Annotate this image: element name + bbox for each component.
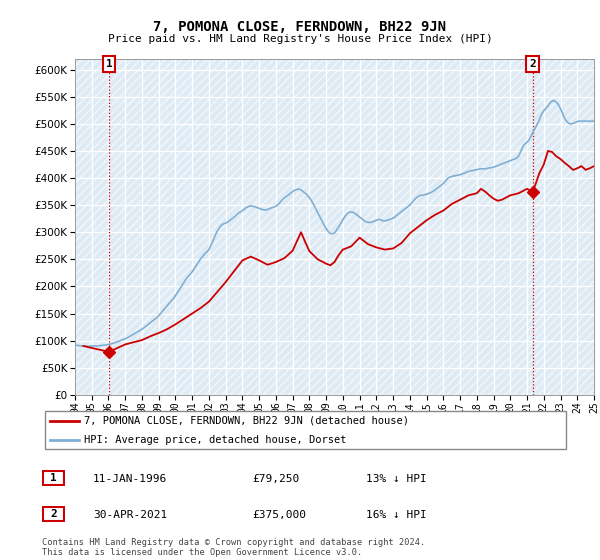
Text: 1: 1 [50,473,57,483]
Text: 7, POMONA CLOSE, FERNDOWN, BH22 9JN (detached house): 7, POMONA CLOSE, FERNDOWN, BH22 9JN (det… [84,416,409,426]
Text: 13% ↓ HPI: 13% ↓ HPI [366,474,427,484]
Text: 2: 2 [529,59,536,69]
FancyBboxPatch shape [44,411,566,449]
Text: 11-JAN-1996: 11-JAN-1996 [93,474,167,484]
Text: £79,250: £79,250 [252,474,299,484]
FancyBboxPatch shape [43,507,64,521]
Text: £375,000: £375,000 [252,510,306,520]
Text: 1: 1 [106,59,112,69]
Text: 7, POMONA CLOSE, FERNDOWN, BH22 9JN: 7, POMONA CLOSE, FERNDOWN, BH22 9JN [154,20,446,34]
Text: Contains HM Land Registry data © Crown copyright and database right 2024.
This d: Contains HM Land Registry data © Crown c… [42,538,425,557]
Text: Price paid vs. HM Land Registry's House Price Index (HPI): Price paid vs. HM Land Registry's House … [107,34,493,44]
Text: 2: 2 [50,509,57,519]
Text: 16% ↓ HPI: 16% ↓ HPI [366,510,427,520]
Text: 30-APR-2021: 30-APR-2021 [93,510,167,520]
FancyBboxPatch shape [43,470,64,485]
Text: HPI: Average price, detached house, Dorset: HPI: Average price, detached house, Dors… [84,435,347,445]
